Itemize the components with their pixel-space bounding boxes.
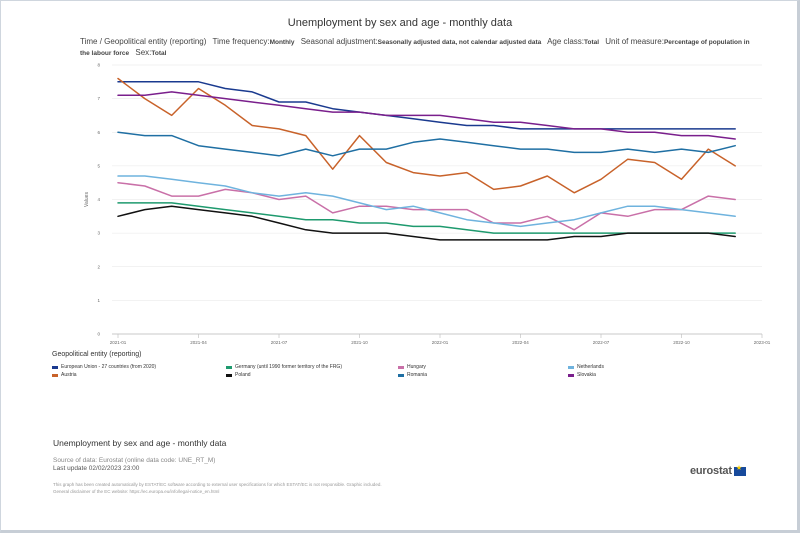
x-tick-label: 2021-01 (110, 340, 127, 345)
x-tick-label: 2022-10 (673, 340, 690, 345)
series-line (117, 202, 736, 234)
chart-title: Unemployment by sex and age - monthly da… (287, 17, 513, 29)
subtitle-part: Unit of measure:Percentage of population… (80, 37, 750, 57)
subtitle-key: Time / Geopolitical entity (reporting) (80, 37, 207, 46)
y-tick-label: 1 (97, 298, 100, 303)
series-line (117, 205, 736, 241)
series-line (117, 77, 736, 194)
subtitle-part: Time frequency:Monthly (213, 37, 295, 46)
subtitle-value: Percentage of population in the labour f… (80, 39, 750, 57)
x-tick-label: 2022-01 (432, 340, 449, 345)
legend-item[interactable]: European Union - 27 countries (from 2020… (52, 364, 156, 370)
last-update-text: Last update 02/02/2023 23:00 (53, 465, 140, 472)
legend-swatch (568, 365, 574, 369)
subtitle-key: Unit of measure: (605, 37, 664, 46)
disclaimer-line-1: This graph has been created automaticall… (53, 482, 382, 487)
legend-label: Austria (61, 372, 77, 378)
source-text: Source of data: Eurostat (online data co… (53, 457, 216, 464)
legend-item[interactable]: Austria (52, 372, 77, 378)
legend-title: Geopolitical entity (reporting) (52, 351, 142, 358)
subtitle-value: Seasonally adjusted data, not calendar a… (377, 39, 542, 46)
legend-label: Netherlands (577, 364, 604, 370)
subtitle-key: Time frequency: (212, 37, 270, 46)
legend-label: Romania (407, 372, 428, 378)
series-line (117, 91, 736, 140)
legend-item[interactable]: Slovakia (568, 372, 596, 378)
legend-item[interactable]: Germany (until 1990 former territory of … (226, 364, 342, 370)
legend-swatch (226, 365, 232, 369)
x-tick-label: 2022-04 (512, 340, 529, 345)
legend-swatch (398, 365, 404, 369)
x-tick-label: 2021-07 (271, 340, 288, 345)
subtitle-part: Time / Geopolitical entity (reporting) (80, 37, 206, 46)
legend-swatch (568, 373, 574, 377)
legend-swatch (52, 373, 58, 377)
legend-label: Poland (235, 372, 251, 378)
x-tick-label: 2023-01 (754, 340, 771, 345)
subtitle-value: Monthly (269, 39, 295, 46)
disclaimer: This graph has been created automaticall… (53, 481, 573, 495)
legend-item[interactable]: Romania (398, 372, 427, 378)
series-line (117, 175, 736, 228)
y-tick-label: 8 (97, 63, 100, 68)
y-tick-label: 2 (97, 264, 100, 269)
series-line (117, 81, 736, 130)
eurostat-logo-text: eurostat (690, 465, 732, 477)
y-axis-title: Values (84, 192, 90, 207)
y-tick-label: 5 (97, 163, 100, 168)
subtitle-part: Age class:Total (547, 37, 599, 46)
subtitle-key: Age class: (547, 37, 584, 46)
chart-subtitle: Time / Geopolitical entity (reporting) T… (80, 37, 760, 59)
x-tick-label: 2021-04 (190, 340, 207, 345)
footer-title: Unemployment by sex and age - monthly da… (53, 438, 227, 448)
legend-swatch (398, 373, 404, 377)
y-tick-label: 4 (97, 197, 100, 202)
series-line (117, 131, 736, 157)
legend-item[interactable]: Netherlands (568, 364, 604, 370)
x-tick-label: 2021-10 (351, 340, 368, 345)
disclaimer-line-2: General disclaimer of the EC website: ht… (53, 489, 220, 494)
y-tick-label: 6 (97, 130, 100, 135)
subtitle-part: Seasonal adjustment:Seasonally adjusted … (301, 37, 542, 46)
y-tick-label: 3 (97, 231, 100, 236)
eu-flag-icon (733, 464, 746, 476)
legend-swatch (226, 373, 232, 377)
subtitle-key: Sex: (135, 48, 152, 57)
subtitle-value: Total (583, 39, 600, 46)
legend-item[interactable]: Poland (226, 372, 251, 378)
subtitle-key: Seasonal adjustment: (300, 37, 378, 46)
eurostat-logo[interactable]: eurostat (690, 464, 746, 477)
legend-swatch (52, 365, 58, 369)
legend-label: Slovakia (577, 372, 596, 378)
legend-label: European Union - 27 countries (from 2020… (61, 364, 157, 370)
y-tick-label: 7 (97, 96, 100, 101)
subtitle-part: Sex:Total (135, 48, 166, 57)
y-tick-label: 0 (97, 332, 100, 337)
legend-item[interactable]: Hungary (398, 364, 426, 370)
x-tick-label: 2022-07 (593, 340, 610, 345)
legend-label: Germany (until 1990 former territory of … (235, 364, 342, 370)
legend-label: Hungary (407, 364, 426, 370)
subtitle-value: Total (151, 50, 167, 57)
